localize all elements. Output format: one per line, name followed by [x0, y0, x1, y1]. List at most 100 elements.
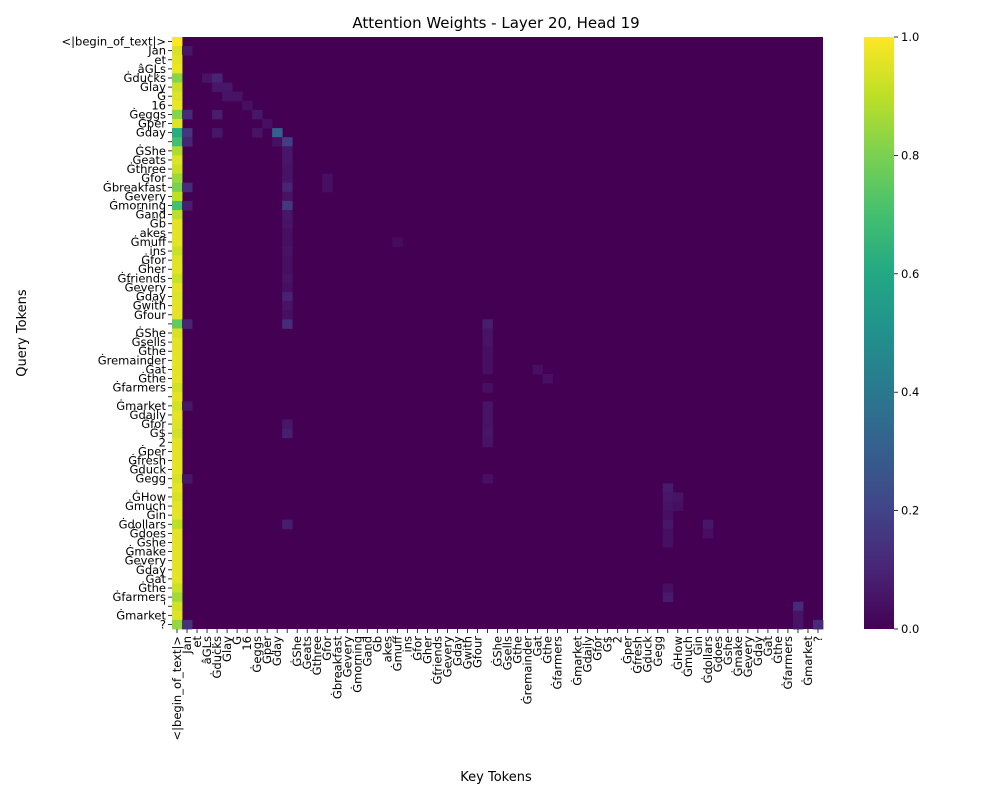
heatmap-cell	[172, 519, 183, 530]
heatmap-cell	[172, 364, 183, 375]
x-tick-label: 16	[240, 636, 254, 651]
x-tick-label: Ġmuch	[679, 636, 695, 677]
heatmap-cell	[282, 264, 293, 275]
heatmap-cell	[212, 109, 223, 120]
heatmap-cell	[282, 210, 293, 220]
heatmap-cell	[212, 82, 223, 93]
y-tick-label: Ġshe	[137, 533, 166, 549]
y-tick-label: Ġfor	[141, 169, 166, 185]
y-tick-label: Ġper	[138, 442, 166, 458]
heatmap-cell	[282, 155, 293, 165]
heatmap-cell	[662, 519, 674, 530]
y-tick-label: Ġlay	[140, 78, 166, 94]
heatmap-cell	[172, 401, 183, 411]
heatmap-cell	[172, 465, 183, 475]
x-tick-label: Ġthe	[509, 636, 525, 664]
heatmap-cell	[172, 91, 183, 102]
heatmap-cell	[172, 191, 183, 202]
y-tick-label: 2	[159, 435, 166, 449]
x-tick-label: Ġ$	[599, 636, 615, 652]
x-tick-label: Ġmuff	[388, 635, 404, 671]
heatmap-cell	[172, 64, 183, 74]
heatmap-cell	[172, 392, 183, 402]
y-tick-label: ?	[160, 617, 166, 631]
x-tick-label: Ġdollars	[699, 636, 715, 683]
heatmap-cell	[172, 182, 183, 193]
x-tick-label: Ġfresh	[629, 636, 645, 674]
heatmap-cell	[322, 173, 333, 184]
heatmap-cell	[282, 146, 293, 156]
x-tick-label: Ġdaily	[579, 636, 595, 673]
x-tick-label: Ġegg	[649, 636, 665, 667]
y-tick-label: Ġremainder	[98, 351, 167, 367]
heatmap-cell	[812, 619, 824, 630]
heatmap-cell	[172, 219, 183, 229]
y-axis-label: Query Tokens	[15, 289, 30, 377]
y-tick-label: Ġb	[150, 215, 166, 231]
heatmap-cell	[172, 501, 183, 511]
heatmap-cell	[172, 319, 183, 329]
colorbar-tick-label: 1.0	[901, 30, 919, 44]
y-tick-label: Ġthe	[138, 370, 166, 386]
heatmap-cell	[172, 264, 183, 275]
x-tick-label: et	[190, 636, 204, 648]
x-tick-label: Ġmorning	[348, 636, 364, 693]
heatmap-cell	[172, 155, 183, 165]
x-tick-label: Ġand	[358, 636, 374, 667]
x-tick-label: Ġper	[258, 636, 274, 664]
heatmap-cell	[282, 137, 293, 147]
heatmap-cell	[172, 565, 183, 575]
heatmap-cell	[662, 510, 674, 521]
heatmap-cell	[282, 255, 293, 266]
heatmap-cell	[172, 419, 183, 430]
heatmap-cell	[182, 128, 193, 138]
y-tick-label: Ġevery	[125, 187, 167, 203]
heatmap-cell	[282, 301, 293, 311]
x-tick-label: Ġmake	[729, 636, 745, 677]
x-tick-label: ins	[400, 636, 414, 652]
heatmap-cell	[212, 73, 223, 83]
x-tick-label: Ġat	[529, 636, 545, 657]
y-tick-label: Jan	[147, 44, 166, 58]
heatmap-cell	[172, 200, 183, 211]
y-tick-label: Ġfresh	[128, 452, 166, 468]
y-tick-label: Ġduck	[130, 461, 167, 477]
heatmap-cell	[482, 419, 493, 430]
y-tick-label: Ġfor	[141, 415, 166, 431]
colorbar-tick-label: 0.6	[901, 267, 919, 281]
heatmap-cell	[702, 519, 714, 530]
heatmap-cell	[172, 273, 183, 284]
x-tick-label: Ġeggs	[248, 636, 264, 673]
colorbar-tick-label: 0.0	[901, 622, 919, 636]
heatmap-cell	[662, 483, 674, 493]
heatmap-cell	[172, 137, 183, 147]
y-tick-label: Ġevery	[125, 552, 167, 568]
heatmap-cell	[172, 100, 183, 111]
heatmap-cell	[172, 373, 183, 384]
colorbar-ticks: 0.0 0.2 0.4 0.6 0.8 1.0	[894, 30, 919, 636]
heatmap-cell	[182, 46, 193, 56]
y-tick-label: Ġfriends	[117, 269, 166, 285]
heatmap-cell	[482, 319, 493, 329]
y-tick-label: akes	[140, 226, 166, 240]
heatmap-cell	[252, 109, 263, 120]
x-tick-label: <|begin_of_text|>	[170, 636, 184, 740]
heatmap-cell	[202, 73, 213, 83]
colorbar-tick-label: 0.8	[901, 148, 919, 162]
y-tick-label: Ġin	[147, 506, 166, 522]
heatmap-cell	[282, 419, 293, 430]
heatmap-cell	[282, 319, 293, 329]
heatmap-cell	[172, 556, 183, 566]
colorbar-tick-label: 0.2	[901, 504, 919, 518]
heatmap-cell	[172, 510, 183, 521]
heatmap-cell	[182, 200, 193, 211]
heatmap-cell	[662, 528, 674, 539]
heatmap-cell	[172, 282, 183, 293]
heatmap-cell	[282, 173, 293, 184]
y-tick-label: Ġthree	[127, 160, 166, 176]
x-tick-label: akes	[380, 636, 394, 662]
heatmap-cell	[172, 537, 183, 548]
y-tick-label: <|begin_of_text|>	[62, 35, 166, 49]
y-tick-label: Ġfor	[141, 251, 166, 267]
